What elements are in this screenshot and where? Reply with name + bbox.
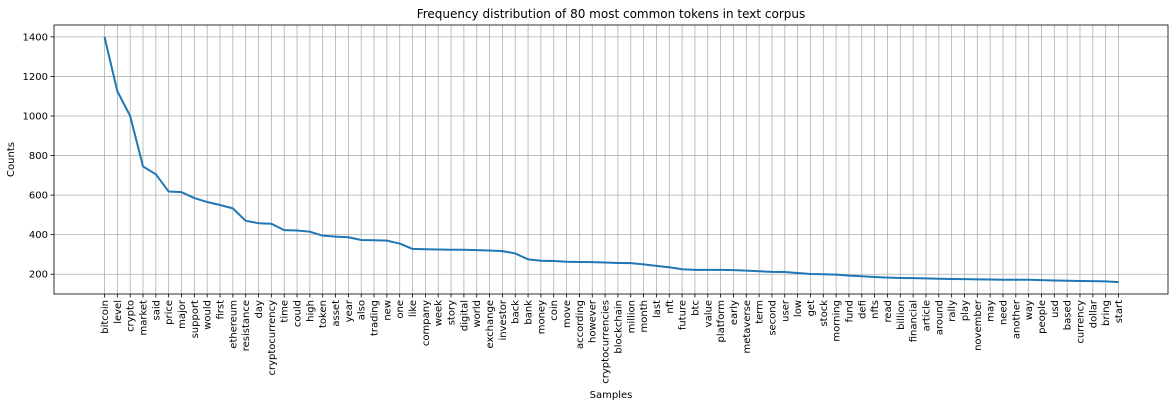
y-axis-label: Counts: [6, 142, 17, 177]
x-tick-label: year: [344, 299, 355, 322]
x-tick-label: money: [536, 300, 547, 334]
x-tick-label: people: [1037, 300, 1048, 334]
x-tick-label: bitcoin: [100, 300, 111, 334]
x-tick-label: future: [678, 300, 689, 330]
x-tick-label: story: [447, 300, 458, 325]
x-tick-label: first: [216, 300, 227, 320]
x-tick-label: time: [280, 300, 291, 323]
x-axis-label: Samples: [590, 390, 633, 401]
x-tick-label: defi: [857, 300, 868, 319]
x-tick-label: user: [780, 299, 791, 322]
x-tick-label: trading: [370, 300, 381, 336]
y-tick-label: 1400: [23, 32, 48, 43]
x-tick-label: also: [357, 300, 368, 320]
x-tick-label: may: [986, 300, 997, 322]
x-tick-label: major: [177, 299, 188, 329]
x-tick-label: early: [729, 300, 740, 325]
chart-title: Frequency distribution of 80 most common…: [417, 7, 806, 21]
x-tick-label: said: [151, 300, 162, 320]
x-tick-label: value: [703, 300, 714, 327]
x-tick-label: bank: [524, 300, 535, 325]
x-tick-label: like: [408, 300, 419, 317]
x-tick-label: billion: [896, 300, 907, 330]
x-tick-label: would: [203, 300, 214, 330]
x-tick-label: high: [305, 300, 316, 322]
x-tick-label: currency: [1075, 300, 1086, 344]
x-tick-label: week: [434, 300, 445, 326]
x-tick-label: one: [395, 300, 406, 319]
x-tick-label: term: [755, 300, 766, 324]
x-tick-label: according: [575, 300, 586, 349]
x-tick-label: digital: [459, 300, 470, 331]
x-tick-label: start: [1114, 300, 1125, 323]
x-tick-label: stock: [819, 300, 830, 327]
x-tick-label: platform: [716, 300, 727, 343]
x-tick-label: token: [318, 300, 329, 328]
x-tick-label: new: [382, 300, 393, 321]
x-tick-label: move: [562, 300, 573, 328]
y-tick-label: 200: [29, 270, 48, 281]
x-tick-label: cryptocurrencies: [601, 300, 612, 384]
x-tick-label: level: [113, 300, 124, 324]
x-tick-label: article: [921, 300, 932, 331]
x-tick-label: nft: [665, 300, 676, 314]
x-tick-label: resistance: [241, 300, 252, 351]
x-tick-label: btc: [690, 300, 701, 316]
y-tick-label: 1000: [23, 111, 48, 122]
x-tick-label: get: [806, 300, 817, 317]
plot-frame: [53, 24, 1169, 295]
x-tick-label: ethereum: [228, 300, 239, 349]
x-tick-label: around: [934, 300, 945, 335]
x-tick-label: support: [190, 300, 201, 338]
x-tick-label: financial: [909, 300, 920, 342]
x-tick-label: way: [1024, 300, 1035, 320]
x-tick-label: play: [960, 300, 971, 321]
x-tick-label: based: [1063, 300, 1074, 330]
x-tick-label: usd: [1050, 300, 1061, 318]
x-tick-label: morning: [832, 300, 843, 342]
x-tick-label: blockchain: [613, 300, 624, 354]
x-tick-label: read: [883, 300, 894, 323]
y-tick-label: 800: [29, 151, 48, 162]
x-tick-label: back: [511, 300, 522, 324]
x-tick-label: nfts: [870, 300, 881, 319]
y-tick-label: 400: [29, 230, 48, 241]
series-line: [103, 36, 1119, 284]
x-tick-label: market: [139, 300, 150, 336]
x-tick-label: cryptocurrency: [267, 300, 278, 376]
gridlines: [54, 25, 1168, 294]
x-tick-label: november: [973, 299, 984, 351]
x-tick-label: month: [639, 300, 650, 332]
x-tick-label: however: [588, 299, 599, 343]
x-tick-label: investor: [498, 299, 509, 340]
x-tick-label: asset: [331, 300, 342, 327]
x-tick-label: need: [998, 300, 1009, 325]
x-tick-label: last: [652, 300, 663, 318]
x-tick-label: second: [767, 300, 778, 336]
x-tick-label: dollar: [1088, 299, 1099, 328]
x-tick-label: metaverse: [742, 300, 753, 354]
x-tick-label: exchange: [485, 300, 496, 349]
x-tick-label: coin: [549, 300, 560, 321]
x-tick-label: fund: [844, 300, 855, 323]
y-tick-label: 600: [29, 191, 48, 202]
x-tick-label: crypto: [126, 300, 137, 332]
x-tick-label: another: [1011, 299, 1022, 339]
y-tick-label: 1200: [23, 72, 48, 83]
x-tick-label: price: [164, 300, 175, 325]
x-tick-label: could: [293, 300, 304, 327]
x-tick-label: rally: [947, 300, 958, 322]
x-tick-label: low: [793, 300, 804, 317]
x-tick-label: million: [626, 300, 637, 333]
x-tick-label: world: [472, 300, 483, 328]
x-tick-label: day: [254, 300, 265, 318]
x-tick-label: company: [421, 300, 432, 346]
x-tick-label: bring: [1101, 300, 1112, 326]
